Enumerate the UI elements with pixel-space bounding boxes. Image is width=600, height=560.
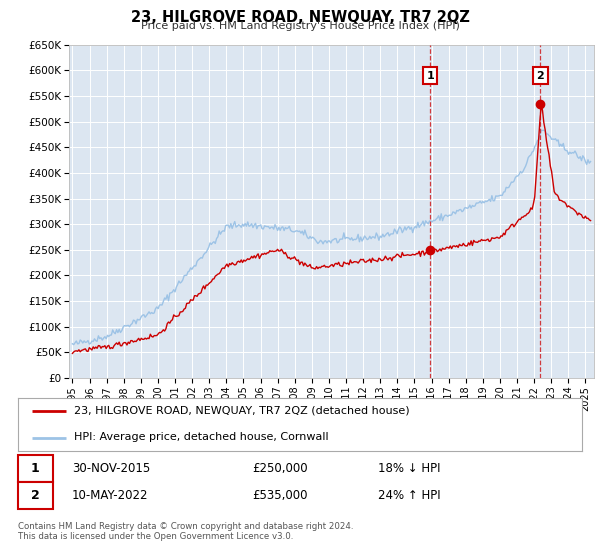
Text: Price paid vs. HM Land Registry's House Price Index (HPI): Price paid vs. HM Land Registry's House …: [140, 21, 460, 31]
Text: £535,000: £535,000: [252, 489, 308, 502]
Text: 23, HILGROVE ROAD, NEWQUAY, TR7 2QZ: 23, HILGROVE ROAD, NEWQUAY, TR7 2QZ: [131, 10, 469, 25]
Text: 18% ↓ HPI: 18% ↓ HPI: [378, 462, 440, 475]
Text: Contains HM Land Registry data © Crown copyright and database right 2024.: Contains HM Land Registry data © Crown c…: [18, 522, 353, 531]
Text: 10-MAY-2022: 10-MAY-2022: [72, 489, 149, 502]
Text: This data is licensed under the Open Government Licence v3.0.: This data is licensed under the Open Gov…: [18, 532, 293, 541]
Text: £250,000: £250,000: [252, 462, 308, 475]
Text: 2: 2: [536, 71, 544, 81]
Text: 2: 2: [31, 489, 40, 502]
Text: 30-NOV-2015: 30-NOV-2015: [72, 462, 150, 475]
Text: 24% ↑ HPI: 24% ↑ HPI: [378, 489, 440, 502]
Text: 23, HILGROVE ROAD, NEWQUAY, TR7 2QZ (detached house): 23, HILGROVE ROAD, NEWQUAY, TR7 2QZ (det…: [74, 406, 410, 416]
Text: 1: 1: [426, 71, 434, 81]
Text: 1: 1: [31, 462, 40, 475]
Text: HPI: Average price, detached house, Cornwall: HPI: Average price, detached house, Corn…: [74, 432, 329, 442]
